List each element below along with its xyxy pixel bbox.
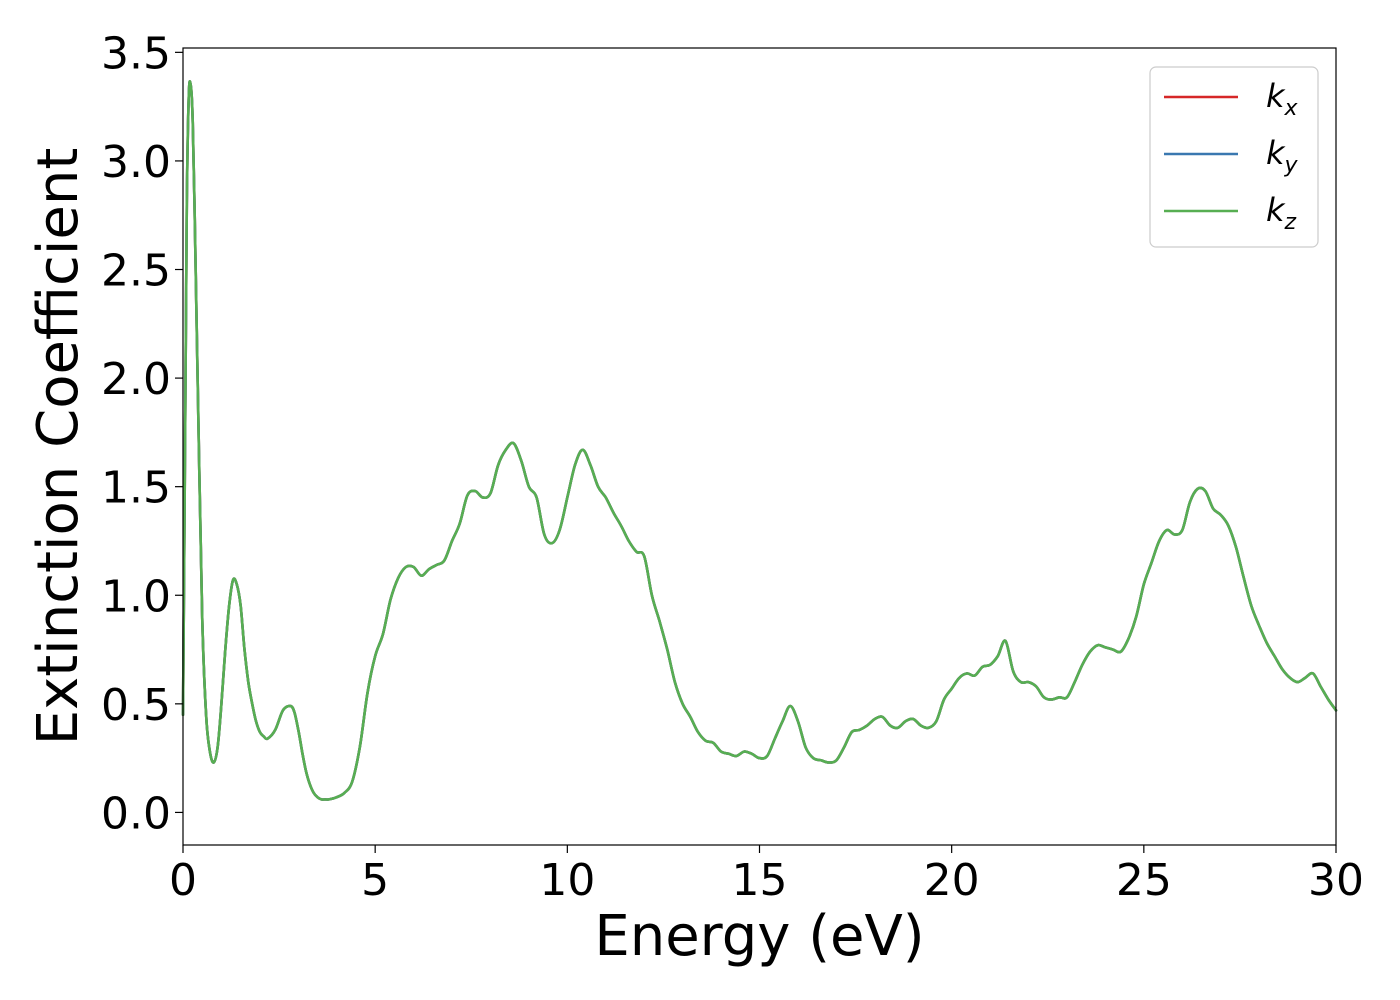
ticks-layer: 0 5 10 15 20 25 30 0.0 0.5 1.0 1.5 2.0 2.5 3.0 3.5 (101, 28, 1364, 906)
x-tick-label: 15 (732, 855, 788, 906)
y-tick-label: 1.0 (101, 571, 171, 622)
x-tick-label: 20 (924, 855, 980, 906)
y-tick-label: 2.5 (101, 246, 171, 297)
x-tick-label: 0 (169, 855, 197, 906)
legend-label-kx: kx (1266, 77, 1299, 121)
x-tick-label: 25 (1116, 855, 1172, 906)
series-line-kz (181, 80, 1338, 801)
x-tick-label: 30 (1308, 855, 1364, 906)
x-axis-title: Energy (eV) (594, 904, 924, 969)
y-tick-label: 3.0 (101, 137, 171, 188)
y-tick-label: 0.0 (101, 788, 171, 839)
legend-box (1149, 66, 1319, 248)
x-tick-label: 10 (539, 855, 595, 906)
legend-label-ky: ky (1266, 134, 1299, 178)
y-tick-label: 0.5 (101, 680, 171, 731)
y-tick-label: 2.0 (101, 354, 171, 405)
y-axis-title: Extinction Coefficient (26, 148, 91, 746)
x-tick-label: 5 (361, 855, 389, 906)
y-tick-label: 3.5 (101, 28, 171, 79)
series-layer (181, 80, 1338, 801)
y-tick-label: 1.5 (101, 463, 171, 514)
